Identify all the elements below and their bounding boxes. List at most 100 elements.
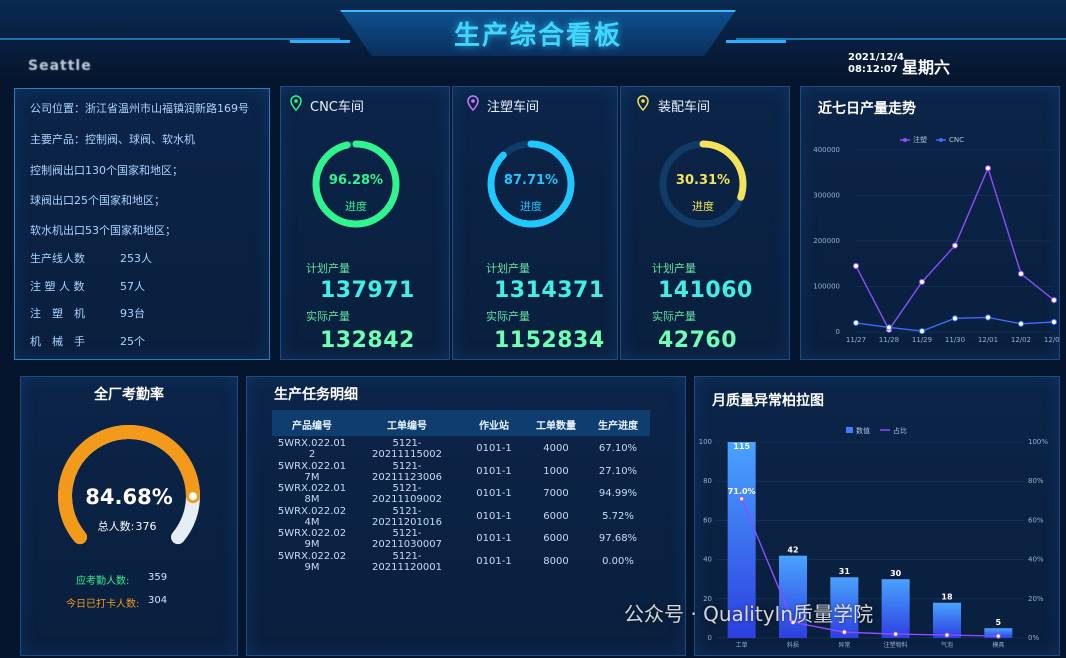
table-row[interactable]: 5WRX.022.02 9M 5121- 20211120001 0101-1 800… [272, 551, 650, 573]
progress-percent: 87.71% [504, 173, 558, 188]
table-cell-product: 5WRX.022.01 7M [277, 460, 347, 483]
x-tick-label: 12/01 [978, 336, 998, 344]
plan-label: 计划产量 [306, 262, 350, 275]
column-header[interactable]: 工单编号 [387, 421, 427, 432]
plan-value: 1314371 [494, 278, 605, 303]
attendance-rate: 84.68% [85, 485, 172, 509]
table-cell-station: 0101-1 [476, 533, 512, 544]
today-value: 304 [148, 595, 168, 606]
table-cell-qty: 7000 [543, 488, 569, 499]
data-point [918, 327, 926, 335]
plan-value: 137971 [320, 278, 415, 303]
actual-label: 实际产量 [306, 310, 350, 323]
data-point [1050, 297, 1058, 304]
legend-marker [939, 138, 943, 142]
company-logo: Seattle [28, 58, 92, 74]
data-point [1017, 270, 1025, 277]
legend-label: 数值 [856, 426, 870, 435]
table-row[interactable]: 5WRX.022.045121- [272, 573, 650, 578]
datetime: 2021/12/4 08:12:07 [848, 52, 904, 76]
trend-panel [800, 86, 1060, 360]
y-tick-label: 400000 [813, 146, 840, 154]
y-tick-label: 100000 [813, 283, 840, 291]
data-point [852, 319, 860, 326]
info-stat-value: 253人 [120, 252, 152, 265]
column-header[interactable]: 生产进度 [598, 421, 638, 432]
table-cell-qty: 6000 [543, 533, 569, 544]
ratio-point [944, 632, 950, 638]
pareto-bar [727, 442, 756, 638]
y-tick-label: 80 [703, 477, 712, 485]
table-cell-station: 0101-1 [476, 555, 512, 567]
trend-chart: 注塑 CNC 400000 300000 200000 100000 0 11/27 11/… [813, 135, 1060, 344]
table-cell-product: 5WRX.022.02 9M [277, 550, 347, 573]
header-line-right [736, 38, 1066, 40]
today-label: 今日已打卡人数: [66, 599, 140, 610]
x-tick-label: 12/03 [1044, 336, 1060, 344]
progress-arc [487, 140, 575, 228]
ratio-point [892, 631, 899, 637]
y2-tick-label: 20% [1028, 595, 1044, 603]
table-cell-qty: 4000 [543, 443, 569, 454]
ratio-point [995, 633, 1002, 639]
actual-value: 132842 [320, 328, 415, 353]
table-cell-station: 0101-1 [476, 510, 512, 522]
header-line-left [0, 38, 340, 40]
info-export-1: 控制阀出口130个国家和地区； [30, 164, 183, 177]
y-tick-label: 200000 [813, 237, 840, 245]
table-cell-qty: 6000 [543, 510, 569, 522]
bar-value-label: 5 [996, 618, 1002, 627]
table-cell-progress: 5.72% [602, 510, 634, 522]
pareto-bar [984, 628, 1013, 638]
trend-title: 近七日产量走势 [818, 101, 916, 117]
y-tick-label: 100 [699, 438, 712, 446]
table-row[interactable]: 5WRX.022.02 4M 5121- 20211201016 0101-1 600… [272, 506, 650, 528]
x-tick-label: 模具 [992, 641, 1004, 649]
location-pin-icon [637, 95, 649, 111]
total-value: 376 [136, 520, 157, 533]
column-header[interactable]: 作业站 [479, 421, 509, 432]
table-cell-progress: 27.10% [598, 465, 638, 477]
data-point [852, 262, 860, 270]
attendance-gauge: 84.68% 总人数: 376 [58, 425, 201, 545]
info-stat-label: 注 塑 机 [30, 307, 85, 320]
attendance-title: 全厂考勤率 [94, 387, 164, 403]
y-tick-label: 20 [703, 595, 712, 603]
data-point [918, 278, 926, 286]
table-row[interactable]: 5WRX.022.01 8M 5121- 20211109002 0101-1 700… [272, 483, 650, 505]
ratio-point [841, 629, 848, 635]
table-row[interactable]: 5WRX.022.01 7M 5121- 20211123006 0101-1 100… [272, 461, 650, 483]
page-title: 生产综合看板 [453, 21, 622, 51]
table-row[interactable]: 5WRX.022.01 2 5121- 20211115002 0101-1 4000… [272, 438, 650, 460]
x-tick-label: 11/28 [879, 336, 899, 344]
bar-value-label: 42 [787, 546, 798, 555]
table-row[interactable]: 5WRX.022.02 9M 5121- 20211030007 0101-1 600… [272, 528, 650, 550]
table-cell-order: 5121- 20211120001 [372, 550, 442, 573]
progress-percent: 96.28% [329, 173, 383, 188]
info-stat-value: 25个 [120, 335, 145, 348]
column-header[interactable]: 产品编号 [292, 421, 332, 432]
actual-value: 42760 [658, 328, 738, 353]
title-plate [340, 10, 736, 56]
table-cell-order: 5121- 20211201016 [372, 505, 442, 528]
table-cell-order: 5121- 20211030007 [372, 528, 442, 550]
table-cell-progress: 94.99% [598, 488, 638, 499]
y2-tick-label: 0% [1028, 634, 1039, 642]
legend-marker [903, 138, 907, 142]
bar-value-label: 18 [941, 593, 953, 602]
should-label: 应考勤人数: [76, 576, 130, 587]
gauge-arc [58, 425, 201, 545]
info-location: 公司位置：浙江省温州市山福镇润新路169号 [30, 102, 249, 115]
table-cell-progress: 67.10% [598, 443, 638, 454]
watermark-text: 公众号 · QualityIn质量学院 [624, 602, 874, 626]
legend-label: CNC [949, 136, 964, 144]
table-body[interactable]: 5WRX.022.01 2 5121- 20211115002 0101-1 4000… [272, 436, 650, 578]
y-tick-label: 0 [836, 328, 840, 336]
progress-ring: 87.71% 进度 [487, 140, 575, 228]
legend-label: 占比 [893, 426, 907, 435]
table-cell-product: 5WRX.022.01 2 [277, 438, 347, 460]
table-cell-product: 5WRX.022.01 8M [277, 483, 347, 505]
total-label: 总人数: [98, 519, 135, 533]
table-header: 产品编号 工单编号 作业站 工单数量 生产进度 [272, 410, 650, 436]
column-header[interactable]: 工单数量 [536, 421, 576, 432]
